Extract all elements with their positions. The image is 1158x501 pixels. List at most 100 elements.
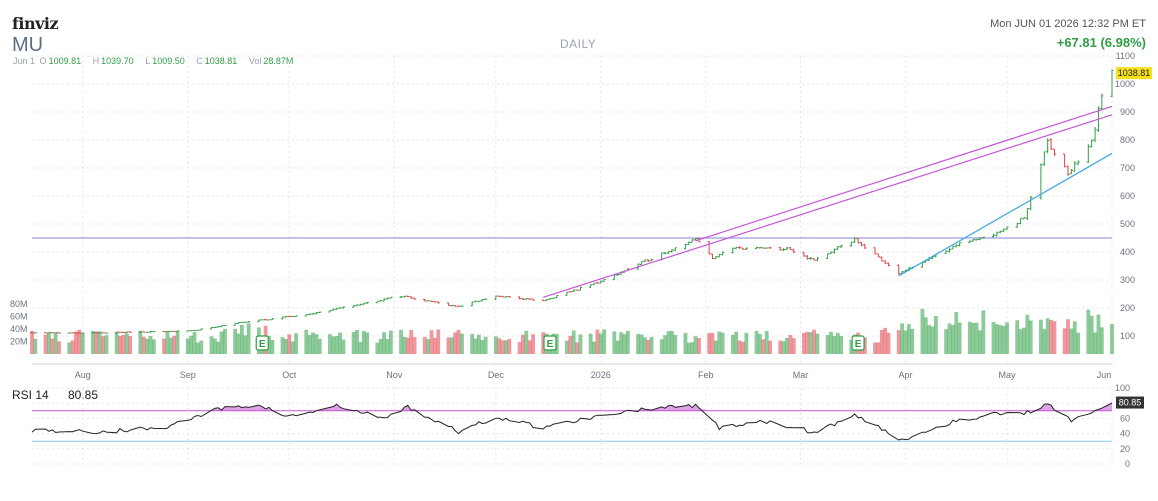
volume-bar <box>287 334 292 354</box>
candle <box>589 284 593 288</box>
month-tick-label: Jun <box>1097 370 1112 380</box>
volume-bar <box>663 335 667 354</box>
volume-bar <box>70 340 75 354</box>
candle <box>968 240 972 243</box>
volume-bar <box>470 333 475 354</box>
volume-bar <box>1049 319 1053 354</box>
earnings-marker-dec[interactable]: E <box>543 335 557 351</box>
candle <box>436 301 440 304</box>
earnings-marker-sep[interactable]: E <box>255 335 269 351</box>
candle <box>1076 160 1080 165</box>
volume-key: Vol <box>248 56 262 66</box>
volume-bar <box>886 332 891 354</box>
ticker-symbol: MU <box>12 34 44 56</box>
candle <box>450 305 454 307</box>
candle <box>291 315 295 317</box>
volume-bar <box>422 336 427 354</box>
candle <box>670 249 674 253</box>
volume-bar <box>284 338 288 354</box>
month-tick-label: Sep <box>180 370 196 380</box>
candle <box>643 259 647 263</box>
candle <box>480 298 484 302</box>
candle <box>707 241 711 255</box>
earnings-marker-mar[interactable]: E <box>851 335 865 351</box>
candle <box>792 248 796 254</box>
rsi-indicator-label[interactable]: RSI 14 <box>12 388 49 402</box>
price-tick-label: 800 <box>1120 135 1135 145</box>
volume-bar <box>642 337 647 354</box>
volume-bar <box>267 335 271 354</box>
volume-bar <box>114 332 119 354</box>
candle <box>663 252 667 255</box>
candle <box>829 251 833 254</box>
candle <box>578 286 583 291</box>
volume-bar <box>219 331 224 354</box>
volume-bar <box>223 328 227 354</box>
candle <box>280 316 285 320</box>
candle <box>666 251 671 254</box>
volume-bar <box>33 338 38 354</box>
candle <box>555 295 559 299</box>
candle <box>507 296 511 298</box>
volume-bar <box>1042 329 1047 354</box>
volume-bar <box>741 341 745 354</box>
candle <box>57 332 61 334</box>
volume-bar <box>209 336 214 354</box>
candle <box>947 248 952 253</box>
volume-bar <box>625 330 630 354</box>
volume-bar <box>290 341 295 354</box>
candle <box>121 331 126 333</box>
candle <box>240 321 244 323</box>
volume-bar <box>473 338 478 354</box>
candle <box>260 319 264 321</box>
candle <box>33 332 37 334</box>
candle <box>128 331 132 333</box>
candle <box>308 313 312 316</box>
volume-bar <box>710 332 715 354</box>
volume-bar <box>233 328 238 354</box>
volume-bar <box>598 333 603 354</box>
candle <box>453 304 457 307</box>
candle <box>328 309 332 313</box>
candle <box>1018 218 1023 225</box>
volume-bar <box>507 338 512 354</box>
candle <box>900 271 904 274</box>
earnings-badge-label: E <box>855 339 862 350</box>
volume-bar <box>429 330 434 354</box>
volume-bar <box>883 327 888 354</box>
volume-bar <box>612 331 617 354</box>
candle <box>304 314 308 317</box>
candle <box>385 297 390 300</box>
last-price-label: 1038.81 <box>1118 68 1151 78</box>
candle <box>138 331 142 333</box>
candle <box>954 244 958 248</box>
volume-bar <box>808 332 813 354</box>
candle <box>216 326 220 328</box>
volume-bar <box>805 331 810 354</box>
volume-bar <box>571 330 576 354</box>
candle <box>873 247 877 255</box>
volume-bar <box>412 337 417 354</box>
volume-bar <box>402 336 407 354</box>
finviz-logo[interactable]: finviz <box>12 14 59 33</box>
price-tick-label: 1000 <box>1115 79 1135 89</box>
volume-bar <box>1093 332 1097 354</box>
volume-bar <box>802 332 806 354</box>
volume-bar <box>168 337 173 354</box>
volume-bar <box>216 341 221 354</box>
month-tick-label: Feb <box>698 370 714 380</box>
price-tick-label: 500 <box>1120 219 1135 229</box>
candle <box>1025 208 1029 221</box>
volume-value: 28.87M <box>263 56 294 66</box>
volume-bar <box>192 332 197 354</box>
volume-axis: 80M 60M 40M 20M <box>10 299 28 347</box>
volume-bar <box>900 323 904 354</box>
volume-bar <box>734 331 739 354</box>
candle <box>602 279 606 282</box>
volume-bar <box>730 334 735 354</box>
candle <box>71 332 75 334</box>
volume-bar <box>978 330 982 354</box>
candle <box>958 242 962 247</box>
volume-bar <box>829 331 833 354</box>
